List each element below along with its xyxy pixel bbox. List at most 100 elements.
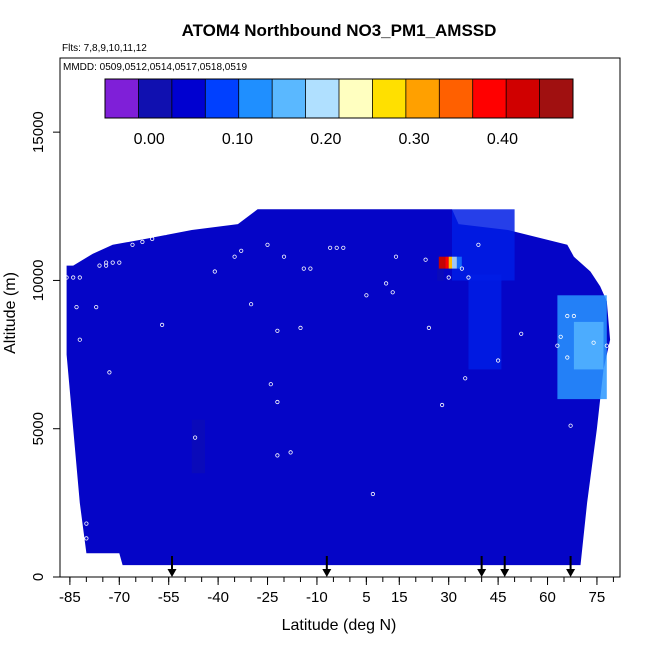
sample-point (459, 266, 464, 271)
sample-point (555, 343, 560, 348)
colorbar-tick-label: 0.30 (399, 131, 430, 148)
flight-markers (167, 556, 576, 577)
heatmap-cell (573, 321, 604, 370)
colorbar-tick-label: 0.40 (487, 131, 518, 148)
x-axis: -85 -70 -55 -40 -25 -10 5 15 30 45 60 75 (59, 577, 614, 606)
sample-point (558, 334, 563, 339)
sample-points (64, 230, 609, 577)
sample-point (565, 355, 570, 360)
plot-frame (59, 57, 621, 578)
y-tick-label: 10000 (30, 260, 47, 302)
y-tick-label: 15000 (30, 111, 47, 153)
colorbar-swatch (439, 79, 474, 118)
sample-point (383, 281, 389, 286)
sample-point (301, 266, 306, 271)
sample-point (364, 293, 369, 298)
sample-point (64, 275, 69, 280)
y-tick-label: 5000 (30, 412, 47, 445)
sample-point (463, 376, 468, 381)
sample-point (84, 521, 89, 526)
sample-point (193, 435, 198, 440)
y-tick-label: 0 (30, 573, 47, 581)
sample-point (591, 248, 596, 253)
sample-point (393, 254, 399, 259)
sample-point (77, 337, 82, 342)
heatmap-cell (456, 256, 462, 269)
heatmap-cell (448, 256, 452, 269)
colorbar-swatch (506, 79, 541, 118)
heatmap-layer (66, 209, 611, 566)
sample-point (591, 340, 596, 345)
sample-point (390, 290, 395, 295)
y-axis: 0 5000 10000 15000 (30, 111, 60, 581)
sample-point (571, 313, 577, 319)
sample-point (519, 331, 524, 336)
arrow-head (500, 569, 510, 577)
sample-point (275, 328, 280, 333)
x-tick-label: -25 (257, 589, 279, 606)
sample-point (104, 263, 109, 268)
sample-point (446, 275, 451, 280)
colorbar-swatch (372, 79, 407, 118)
x-tick-label: -85 (59, 589, 81, 606)
sample-point (268, 382, 273, 387)
sample-point (288, 450, 293, 455)
sample-point (94, 304, 99, 310)
flight-marker-arrow (167, 556, 177, 577)
x-tick-label: 5 (362, 589, 370, 606)
dates-label: MMDD: 0509,0512,0514,0517,0518,0519 (63, 62, 247, 73)
sample-point (74, 304, 79, 310)
sample-point (71, 275, 76, 280)
sample-point (163, 230, 168, 236)
x-tick-label: -40 (207, 589, 229, 606)
colorbar-swatch (205, 79, 240, 118)
sample-point (298, 325, 303, 330)
heatmap-cell (468, 274, 502, 370)
colorbar-tick-label: 0.00 (134, 131, 165, 148)
colorbar-swatch (105, 79, 139, 118)
colorbar-swatch (272, 79, 307, 118)
heatmap-cell (452, 256, 457, 269)
x-tick-label: -70 (108, 589, 130, 606)
sample-point (77, 275, 82, 280)
x-tick-label: -10 (306, 589, 328, 606)
sample-point (84, 536, 89, 541)
sample-point (140, 239, 145, 244)
sample-point (104, 260, 109, 265)
colorbar-frame (104, 78, 574, 119)
sample-point (308, 266, 313, 271)
sample-point (423, 257, 428, 262)
colorbar: 0.00 0.10 0.20 0.30 0.40 (104, 78, 574, 148)
arrow-head (322, 569, 332, 577)
chart-title: ATOM4 Northbound NO3_PM1_AMSSD (182, 21, 497, 40)
sample-point (160, 322, 165, 327)
colorbar-swatch (472, 79, 507, 118)
x-tick-label: 15 (391, 589, 408, 606)
sample-point (604, 343, 609, 348)
arrow-head (566, 569, 576, 577)
sample-point (334, 245, 339, 250)
y-axis-label: Altitude (m) (2, 272, 19, 354)
heatmap-cell (445, 256, 449, 269)
x-tick-label: 30 (440, 589, 457, 606)
sample-point (439, 402, 445, 408)
sample-point (581, 251, 586, 256)
heatmap-envelope (66, 209, 611, 566)
sample-point (265, 242, 270, 247)
x-tick-label: 60 (539, 589, 556, 606)
heatmap-cell (191, 419, 205, 474)
sample-point (275, 453, 280, 458)
flight-marker-arrow (500, 556, 510, 577)
sample-point (476, 242, 481, 247)
sample-point (426, 325, 431, 330)
sample-point (341, 245, 346, 250)
x-tick-label: 75 (589, 589, 606, 606)
sample-point (370, 491, 375, 497)
x-tick-label: -55 (158, 589, 180, 606)
sample-point (239, 248, 244, 253)
sample-point (232, 254, 237, 259)
arrow-head (477, 569, 487, 577)
arrow-head (167, 569, 177, 577)
sample-point (327, 245, 333, 250)
flight-marker-arrow (566, 556, 576, 577)
